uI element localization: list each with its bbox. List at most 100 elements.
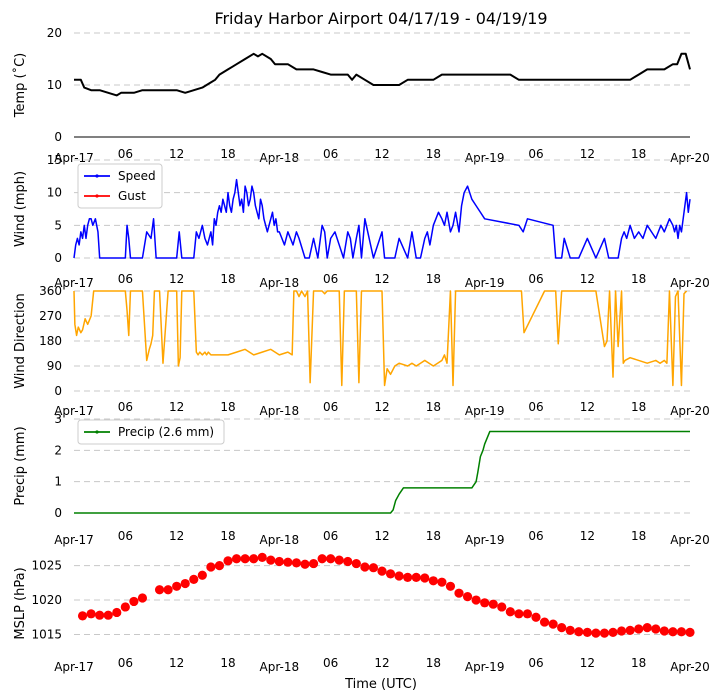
data-point-mslp: [539, 617, 550, 627]
data-point-mslp: [548, 619, 558, 629]
data-point-mslp: [257, 552, 267, 562]
y-tick-label: 0: [54, 506, 62, 520]
y-tick-label: 15: [47, 153, 62, 167]
x-tick-label: 12: [580, 656, 595, 670]
panel-dir: 0 90 180 270 360 Wind Direction Apr-17 06 12 18 Ap…: [13, 284, 710, 418]
x-tick-label: 18: [220, 272, 235, 286]
data-point-mslp: [197, 570, 207, 580]
data-point-mslp: [651, 624, 661, 634]
y-axis-label: Wind Direction: [13, 293, 28, 389]
x-tick-label: Apr-17: [54, 276, 94, 290]
y-tick-label: 90: [47, 359, 62, 373]
x-tick-label: Apr-18: [260, 404, 300, 418]
data-point-mslp: [163, 585, 173, 595]
y-tick-label: 2: [54, 443, 62, 457]
data-point-mslp: [428, 576, 438, 586]
data-point-mslp: [360, 562, 370, 572]
x-tick-label: Apr-19: [465, 276, 505, 290]
x-tick-label: 12: [374, 272, 389, 286]
series-line-temp: [74, 52, 691, 97]
y-tick-label: 20: [47, 26, 62, 40]
x-tick-label: 06: [323, 147, 338, 161]
x-tick-label: 06: [323, 400, 338, 414]
data-point-mslp: [582, 627, 592, 638]
x-tick-label: Apr-17: [54, 151, 94, 165]
data-point-mslp: [283, 557, 293, 567]
data-point-mslp: [471, 595, 481, 605]
data-point-mslp: [385, 569, 396, 579]
data-point-mslp: [189, 574, 199, 585]
x-tick-label: 18: [631, 400, 646, 414]
legend-label: Precip (2.6 mm): [118, 425, 214, 439]
x-tick-label: Apr-20: [670, 533, 710, 547]
data-point-mslp: [223, 556, 233, 566]
x-tick-label: Apr-19: [465, 660, 505, 674]
x-tick-label: 18: [631, 147, 646, 161]
x-tick-label: Apr-19: [465, 151, 505, 165]
data-point-mslp: [676, 627, 687, 637]
data-point-mslp: [154, 585, 165, 595]
data-point-mslp: [634, 624, 644, 634]
x-tick-label: 18: [631, 529, 646, 543]
x-tick-label: Apr-18: [260, 151, 300, 165]
y-tick-label: 0: [54, 384, 62, 398]
data-point-mslp: [300, 559, 310, 569]
data-point-mslp: [172, 581, 182, 591]
data-point-mslp: [462, 592, 473, 602]
data-point-mslp: [557, 622, 567, 633]
x-tick-label: 12: [169, 272, 184, 286]
data-point-mslp: [497, 602, 507, 612]
data-point-mslp: [574, 627, 584, 637]
data-point-mslp: [351, 558, 361, 569]
data-point-mslp: [266, 555, 276, 565]
data-point-mslp: [334, 555, 344, 565]
data-point-mslp: [505, 607, 515, 617]
data-point-mslp: [445, 581, 456, 591]
data-point-mslp: [240, 554, 250, 564]
x-tick-label: Apr-18: [260, 533, 300, 547]
data-point-mslp: [685, 627, 695, 638]
data-point-mslp: [103, 610, 113, 620]
x-tick-label: 12: [374, 656, 389, 670]
data-point-mslp: [454, 588, 464, 598]
y-tick-label: 10: [47, 78, 62, 92]
legend-label: Gust: [118, 189, 146, 203]
data-point-mslp: [437, 577, 447, 587]
x-tick-label: 12: [374, 147, 389, 161]
data-point-mslp: [274, 556, 284, 567]
x-tick-label: Apr-17: [54, 660, 94, 674]
x-tick-label: 12: [580, 400, 595, 414]
x-tick-label: Apr-18: [260, 276, 300, 290]
data-point-mslp: [180, 578, 190, 589]
x-tick-label: 18: [426, 656, 441, 670]
x-tick-label: 18: [631, 272, 646, 286]
y-tick-label: 1025: [31, 559, 62, 573]
x-tick-label: Apr-20: [670, 404, 710, 418]
x-tick-label: Apr-19: [465, 404, 505, 418]
y-tick-label: 1015: [31, 627, 62, 641]
x-tick-label: 18: [426, 147, 441, 161]
y-tick-label: 1020: [31, 593, 62, 607]
legend-label: Speed: [118, 169, 156, 183]
panel-temp: 0 10 20 Temp (˚C) Apr-17 06 12 18 Apr-18 06 12 18 Ap…: [12, 26, 710, 165]
y-axis-label: Precip (mm): [13, 426, 28, 505]
data-point-mslp: [488, 599, 498, 609]
x-tick-label: 06: [528, 147, 543, 161]
data-point-mslp: [86, 609, 96, 619]
data-point-mslp: [77, 611, 88, 621]
data-point-mslp: [394, 571, 404, 581]
x-tick-label: 18: [220, 147, 235, 161]
x-tick-label: Apr-20: [670, 660, 710, 674]
data-point-mslp: [377, 566, 387, 576]
y-tick-label: 1: [54, 475, 62, 489]
data-point-mslp: [522, 609, 533, 619]
data-point-mslp: [95, 610, 105, 620]
x-tick-label: 12: [580, 529, 595, 543]
series-line-wind: [73, 178, 691, 259]
y-tick-label: 5: [54, 218, 62, 232]
y-tick-label: 0: [54, 130, 62, 144]
x-tick-label: 06: [118, 147, 133, 161]
legend-marker: [95, 430, 99, 434]
